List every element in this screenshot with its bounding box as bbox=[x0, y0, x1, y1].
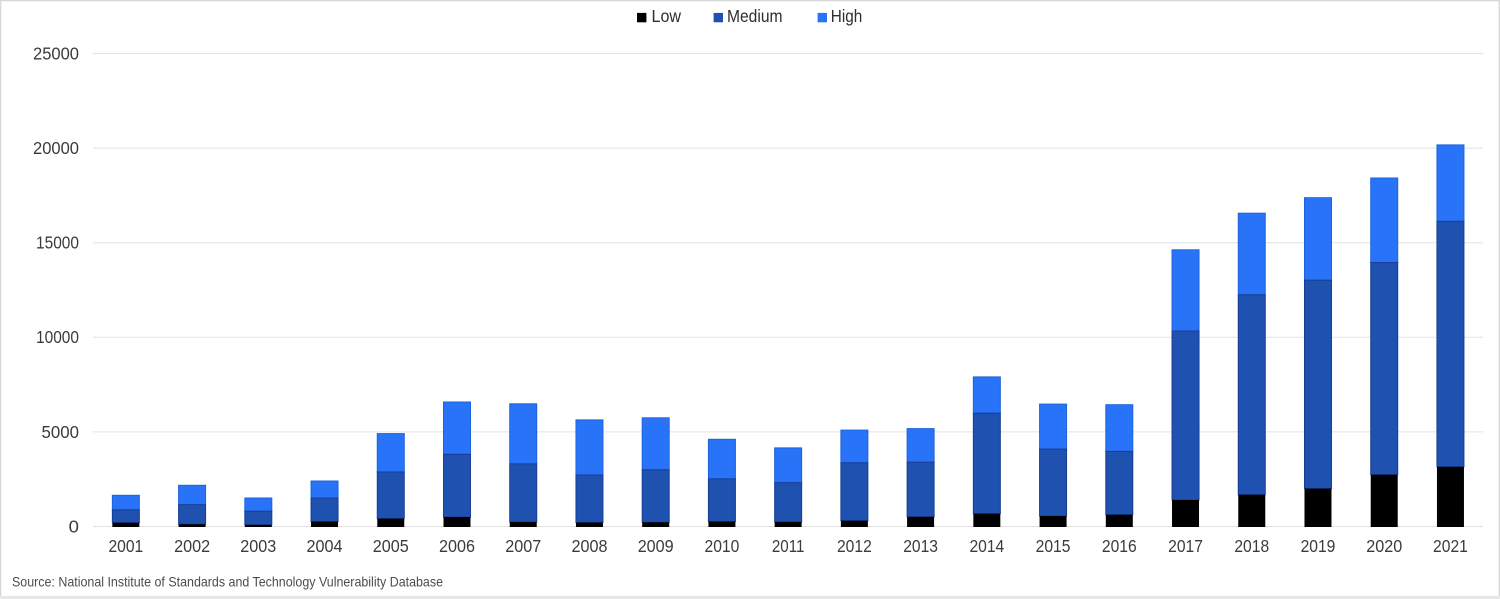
svg-text:2008: 2008 bbox=[571, 536, 607, 556]
svg-text:2012: 2012 bbox=[837, 536, 872, 556]
svg-text:2005: 2005 bbox=[373, 536, 409, 556]
svg-text:2021: 2021 bbox=[1433, 536, 1468, 556]
svg-text:2019: 2019 bbox=[1301, 536, 1336, 556]
svg-text:2020: 2020 bbox=[1366, 536, 1402, 556]
svg-text:2004: 2004 bbox=[307, 536, 343, 556]
svg-text:Source: National Institute of: Source: National Institute of Standards … bbox=[12, 574, 443, 590]
svg-text:10000: 10000 bbox=[36, 327, 79, 347]
svg-text:2002: 2002 bbox=[174, 536, 210, 556]
svg-text:2015: 2015 bbox=[1036, 536, 1071, 556]
svg-text:2010: 2010 bbox=[705, 536, 740, 556]
svg-text:2009: 2009 bbox=[638, 536, 674, 556]
svg-text:2016: 2016 bbox=[1102, 536, 1137, 556]
svg-text:2006: 2006 bbox=[439, 536, 475, 556]
svg-text:15000: 15000 bbox=[36, 233, 79, 253]
svg-text:2017: 2017 bbox=[1168, 536, 1203, 556]
svg-text:Medium: Medium bbox=[727, 6, 783, 26]
svg-text:2007: 2007 bbox=[505, 536, 541, 556]
svg-text:2001: 2001 bbox=[108, 536, 143, 556]
svg-text:2018: 2018 bbox=[1234, 536, 1269, 556]
svg-text:High: High bbox=[831, 6, 863, 26]
svg-text:2013: 2013 bbox=[903, 536, 938, 556]
svg-text:25000: 25000 bbox=[33, 43, 79, 63]
svg-text:2014: 2014 bbox=[969, 536, 1004, 556]
svg-text:5000: 5000 bbox=[42, 422, 80, 442]
svg-text:2003: 2003 bbox=[240, 536, 276, 556]
svg-text:2011: 2011 bbox=[772, 536, 805, 556]
svg-text:20000: 20000 bbox=[33, 138, 79, 158]
svg-text:Low: Low bbox=[652, 6, 682, 26]
svg-text:0: 0 bbox=[69, 516, 80, 536]
